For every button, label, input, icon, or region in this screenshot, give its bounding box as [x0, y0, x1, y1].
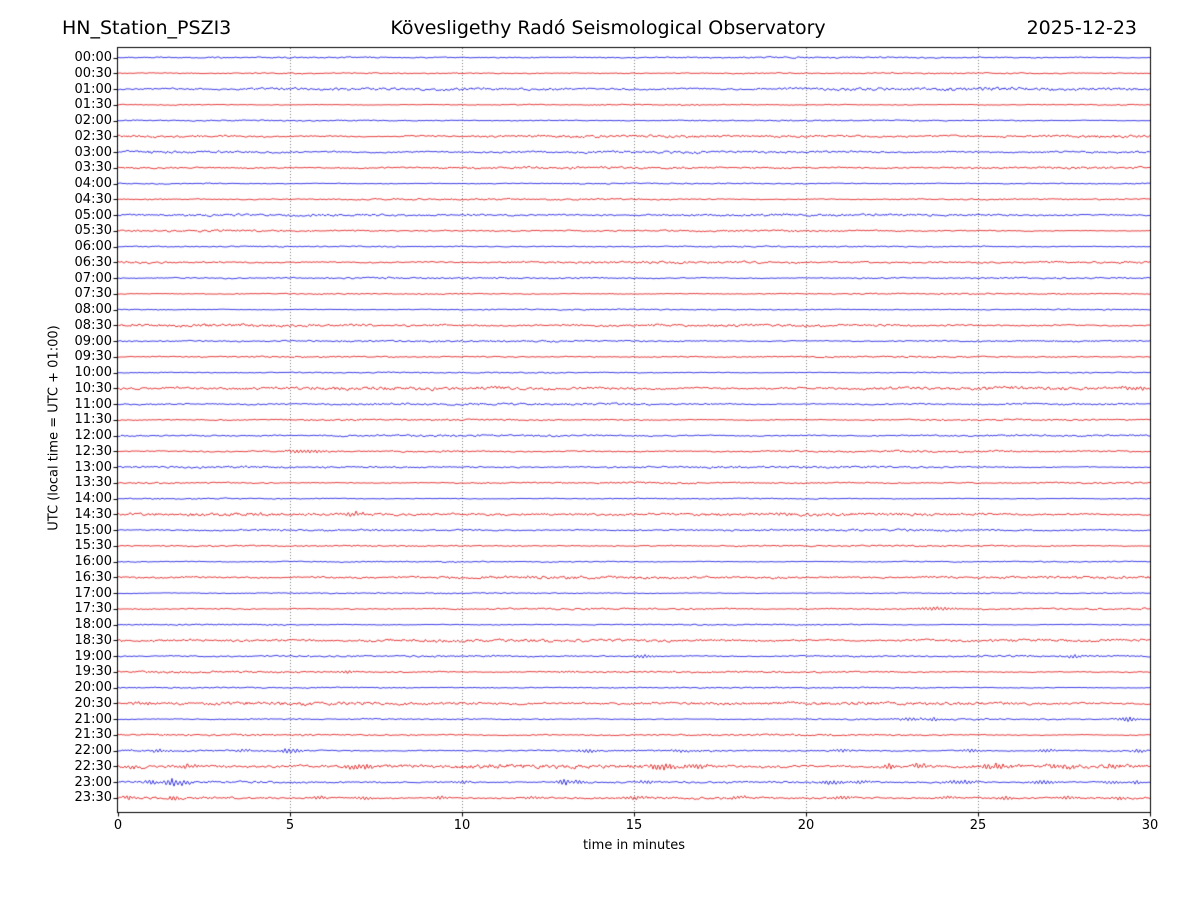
y-tick-label: 12:00	[74, 428, 112, 444]
y-tick-label: 13:00	[74, 459, 112, 475]
y-tick-label: 14:00	[74, 491, 112, 507]
y-tick-label: 07:00	[74, 270, 112, 286]
y-tick-label: 00:30	[74, 65, 112, 81]
y-tick-label: 04:00	[74, 176, 112, 192]
x-tick-label: 10	[453, 818, 471, 833]
y-tick-label: 09:30	[74, 349, 112, 365]
y-tick-label: 18:00	[74, 617, 112, 633]
x-tick-label: 30	[1141, 818, 1159, 833]
y-tick-label: 22:30	[74, 758, 112, 774]
date-title: 2025-12-23	[1026, 17, 1137, 39]
y-tick-label: 09:00	[74, 333, 112, 349]
y-tick-label: 21:00	[74, 711, 112, 727]
y-tick-label: 11:00	[74, 396, 112, 412]
y-tick-label: 00:00	[74, 50, 112, 65]
y-tick-label: 15:30	[74, 538, 112, 554]
x-tick-label: 20	[797, 818, 815, 833]
x-tick-label: 5	[285, 818, 295, 833]
x-tick-label: 25	[969, 818, 987, 833]
observatory-title: Kövesligethy Radó Seismological Observat…	[390, 17, 826, 39]
y-tick-label: 08:00	[74, 302, 112, 318]
y-tick-label: 01:00	[74, 81, 112, 97]
y-tick-label: 05:30	[74, 223, 112, 239]
y-tick-label: 06:00	[74, 239, 112, 255]
y-tick-label: 16:00	[74, 554, 112, 570]
y-tick-label: 02:00	[74, 113, 112, 129]
y-tick-label: 14:30	[74, 506, 112, 522]
y-tick-label: 10:30	[74, 380, 112, 396]
y-tick-label: 02:30	[74, 128, 112, 144]
y-tick-label: 13:30	[74, 475, 112, 491]
y-tick-label: 01:30	[74, 97, 112, 113]
y-tick-label: 04:30	[74, 191, 112, 207]
y-tick-label: 07:30	[74, 286, 112, 302]
y-tick-label: 20:30	[74, 695, 112, 711]
y-tick-label: 11:30	[74, 412, 112, 428]
station-title: HN_Station_PSZI3	[62, 17, 232, 39]
y-tick-label: 17:30	[74, 601, 112, 617]
x-axis-label: time in minutes	[582, 838, 686, 853]
y-tick-label: 10:00	[74, 365, 112, 381]
y-tick-label: 18:30	[74, 632, 112, 648]
y-tick-label: 03:00	[74, 144, 112, 160]
y-tick-label: 21:30	[74, 727, 112, 743]
y-tick-label: 23:30	[74, 790, 112, 806]
x-tick-label: 0	[113, 818, 123, 833]
y-tick-label: 23:00	[74, 774, 112, 790]
y-tick-label: 16:30	[74, 569, 112, 585]
y-tick-label: 19:30	[74, 664, 112, 680]
y-tick-label: 17:00	[74, 585, 112, 601]
x-tick-label: 15	[625, 818, 643, 833]
y-tick-label: 12:30	[74, 443, 112, 459]
y-tick-label: 05:00	[74, 207, 112, 223]
y-tick-label: 06:30	[74, 254, 112, 270]
y-tick-label: 15:00	[74, 522, 112, 538]
y-tick-label: 20:00	[74, 680, 112, 696]
y-tick-label: 08:30	[74, 317, 112, 333]
y-tick-label: 03:30	[74, 160, 112, 176]
y-tick-label: 19:00	[74, 648, 112, 664]
y-tick-label: 22:00	[74, 743, 112, 759]
